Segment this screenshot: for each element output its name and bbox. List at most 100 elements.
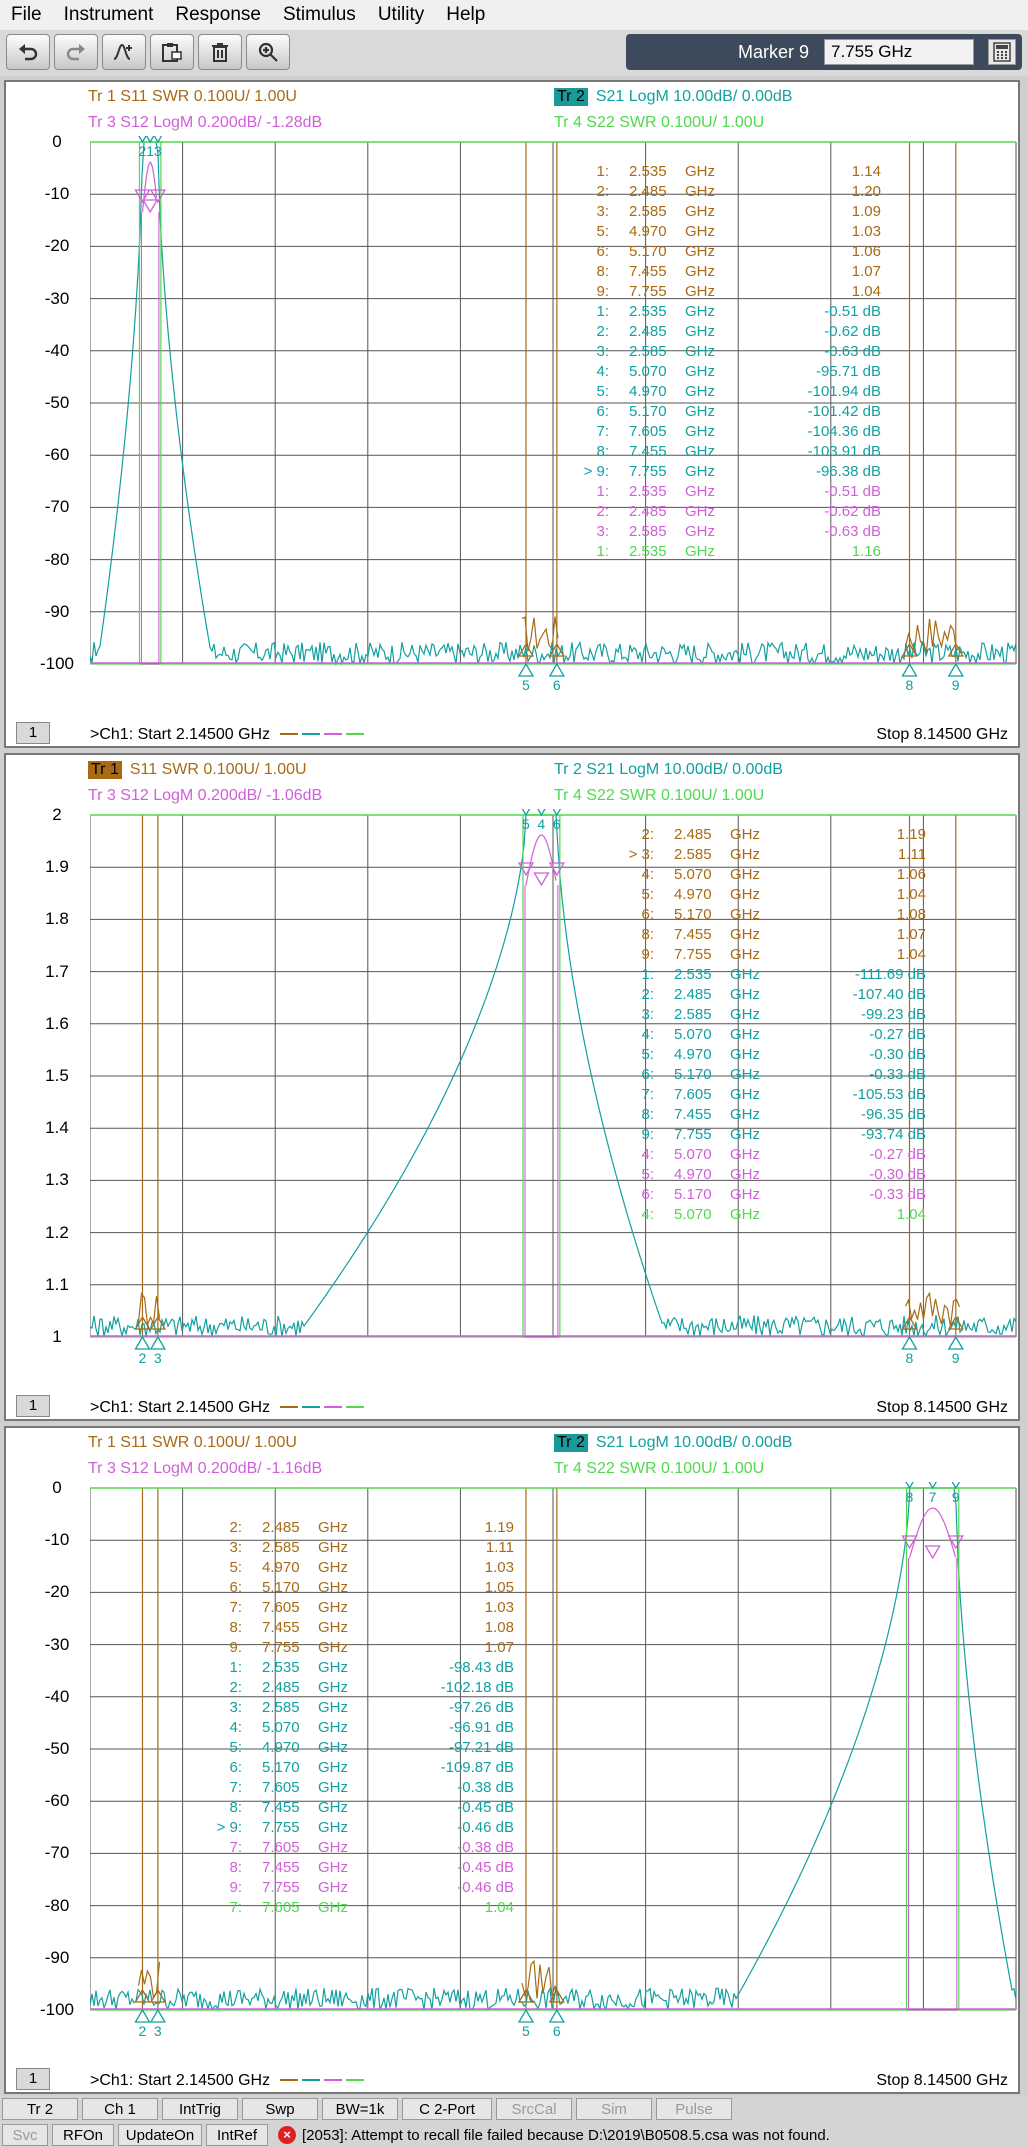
sweep-stop-label[interactable]: Stop 8.14500 GHz: [876, 1399, 1008, 1416]
marker-frequency-input[interactable]: 7.755 GHz: [824, 39, 974, 65]
marker-row[interactable]: 7: 7.605 GHz -104.36 dB: [581, 422, 911, 442]
marker-row[interactable]: 2: 2.485 GHz 1.19: [626, 825, 956, 845]
softkey-updateon[interactable]: UpdateOn: [118, 2124, 202, 2146]
marker-row[interactable]: 3: 2.585 GHz 1.11: [214, 1538, 544, 1558]
marker-row[interactable]: 5: 4.970 GHz -0.30 dB: [626, 1045, 956, 1065]
menu-file[interactable]: File: [11, 4, 42, 25]
softkey-srccal[interactable]: SrcCal: [496, 2098, 572, 2120]
softkey-bw-1k[interactable]: BW=1k: [322, 2098, 398, 2120]
marker-row[interactable]: 3: 2.585 GHz 1.09: [581, 202, 911, 222]
marker-row[interactable]: 2: 2.485 GHz -102.18 dB: [214, 1678, 544, 1698]
marker-row[interactable]: 7: 7.605 GHz -0.38 dB: [214, 1778, 544, 1798]
undo-button[interactable]: [6, 34, 50, 70]
copy-screen-button[interactable]: [150, 34, 194, 70]
marker-row[interactable]: 4: 5.070 GHz -0.27 dB: [626, 1145, 956, 1165]
marker-row[interactable]: 8: 7.455 GHz 1.08: [214, 1618, 544, 1638]
trace-4-title[interactable]: Tr 4 S22 SWR 0.100U/ 1.00U: [554, 787, 765, 804]
marker-row[interactable]: 2: 2.485 GHz -0.62 dB: [581, 322, 911, 342]
marker-row[interactable]: 5: 4.970 GHz 1.04: [626, 885, 956, 905]
calculator-button[interactable]: [988, 39, 1016, 65]
marker-row[interactable]: 8: 7.455 GHz 1.07: [581, 262, 911, 282]
marker-row[interactable]: > 3: 2.585 GHz 1.11: [626, 845, 956, 865]
trace-plot[interactable]: 8 7 9 2 3 5 6: [90, 1482, 1020, 2044]
marker-row[interactable]: 5: 4.970 GHz 1.03: [214, 1558, 544, 1578]
softkey-ch-1[interactable]: Ch 1: [82, 2098, 158, 2120]
redo-button[interactable]: [54, 34, 98, 70]
trace-1-title[interactable]: Tr 1 S11 SWR 0.100U/ 1.00U: [88, 1434, 297, 1451]
channel-number-badge[interactable]: 1: [16, 722, 50, 744]
marker-row[interactable]: 6: 5.170 GHz -0.33 dB: [626, 1185, 956, 1205]
marker-row[interactable]: 8: 7.455 GHz -0.45 dB: [214, 1858, 544, 1878]
marker-row[interactable]: 8: 7.455 GHz -103.91 dB: [581, 442, 911, 462]
zoom-button[interactable]: [246, 34, 290, 70]
marker-row[interactable]: 6: 5.170 GHz 1.08: [626, 905, 956, 925]
menu-instrument[interactable]: Instrument: [63, 4, 154, 25]
softkey-intref[interactable]: IntRef: [206, 2124, 268, 2146]
softkey-c-2-port[interactable]: C 2-Port: [402, 2098, 492, 2120]
trace-2-title[interactable]: Tr 2 S21 LogM 10.00dB/ 0.00dB: [554, 88, 792, 106]
softkey-inttrig[interactable]: IntTrig: [162, 2098, 238, 2120]
marker-row[interactable]: 3: 2.585 GHz -0.63 dB: [581, 342, 911, 362]
marker-row[interactable]: 5: 4.970 GHz -0.30 dB: [626, 1165, 956, 1185]
marker-row[interactable]: 9: 7.755 GHz 1.04: [581, 282, 911, 302]
channel-number-badge[interactable]: 1: [16, 2068, 50, 2090]
marker-row[interactable]: 4: 5.070 GHz -96.91 dB: [214, 1718, 544, 1738]
softkey-tr-2[interactable]: Tr 2: [2, 2098, 78, 2120]
marker-row[interactable]: 4: 5.070 GHz 1.06: [626, 865, 956, 885]
marker-row[interactable]: 2: 2.485 GHz -107.40 dB: [626, 985, 956, 1005]
marker-row[interactable]: 5: 4.970 GHz 1.03: [581, 222, 911, 242]
marker-row[interactable]: 3: 2.585 GHz -97.26 dB: [214, 1698, 544, 1718]
trace-window-1[interactable]: Tr 1 S11 SWR 0.100U/ 1.00U Tr 2 S21 LogM 1…: [4, 80, 1020, 748]
menu-utility[interactable]: Utility: [377, 4, 425, 25]
sweep-stop-label[interactable]: Stop 8.14500 GHz: [876, 726, 1008, 743]
marker-row[interactable]: 8: 7.455 GHz 1.07: [626, 925, 956, 945]
marker-row[interactable]: 6: 5.170 GHz -0.33 dB: [626, 1065, 956, 1085]
marker-row[interactable]: 1: 2.535 GHz -0.51 dB: [581, 482, 911, 502]
menu-stimulus[interactable]: Stimulus: [282, 4, 356, 25]
marker-row[interactable]: 4: 5.070 GHz -95.71 dB: [581, 362, 911, 382]
trace-window-3[interactable]: Tr 1 S11 SWR 0.100U/ 1.00U Tr 2 S21 LogM 1…: [4, 1426, 1020, 2094]
trace-2-title[interactable]: Tr 2 S21 LogM 10.00dB/ 0.00dB: [554, 1434, 792, 1452]
marker-row[interactable]: 9: 7.755 GHz -0.46 dB: [214, 1878, 544, 1898]
trace-window-2[interactable]: Tr 1 S11 SWR 0.100U/ 1.00U Tr 2 S21 LogM 1…: [4, 753, 1020, 1421]
softkey-rfon[interactable]: RFOn: [52, 2124, 114, 2146]
marker-row[interactable]: 9: 7.755 GHz 1.07: [214, 1638, 544, 1658]
marker-row[interactable]: 5: 4.970 GHz -97.21 dB: [214, 1738, 544, 1758]
marker-row[interactable]: 1: 2.535 GHz -98.43 dB: [214, 1658, 544, 1678]
trace-3-title[interactable]: Tr 3 S12 LogM 0.200dB/ -1.16dB: [88, 1460, 323, 1477]
trace-3-title[interactable]: Tr 3 S12 LogM 0.200dB/ -1.28dB: [88, 114, 323, 131]
softkey-sim[interactable]: Sim: [576, 2098, 652, 2120]
add-marker-button[interactable]: [102, 34, 146, 70]
sweep-start-label[interactable]: >Ch1: Start 2.14500 GHz: [90, 1399, 368, 1417]
softkey-svc[interactable]: Svc: [2, 2124, 48, 2146]
marker-row[interactable]: 6: 5.170 GHz 1.06: [581, 242, 911, 262]
marker-row[interactable]: 5: 4.970 GHz -101.94 dB: [581, 382, 911, 402]
trace-1-title[interactable]: Tr 1 S11 SWR 0.100U/ 1.00U: [88, 88, 297, 105]
marker-row[interactable]: 2: 2.485 GHz -0.62 dB: [581, 502, 911, 522]
trace-2-title[interactable]: Tr 2 S21 LogM 10.00dB/ 0.00dB: [554, 761, 783, 778]
marker-row[interactable]: 6: 5.170 GHz 1.05: [214, 1578, 544, 1598]
softkey-pulse[interactable]: Pulse: [656, 2098, 732, 2120]
softkey-swp[interactable]: Swp: [242, 2098, 318, 2120]
menu-response[interactable]: Response: [175, 4, 261, 25]
trace-2-tag[interactable]: Tr 2: [554, 1434, 588, 1452]
marker-row[interactable]: 7: 7.605 GHz -0.38 dB: [214, 1838, 544, 1858]
marker-row[interactable]: 7: 7.605 GHz -105.53 dB: [626, 1085, 956, 1105]
menu-help[interactable]: Help: [446, 4, 486, 25]
trace-2-tag[interactable]: Tr 2: [554, 88, 588, 106]
marker-row[interactable]: 4: 5.070 GHz 1.04: [626, 1205, 956, 1225]
marker-row[interactable]: 1: 2.535 GHz -0.51 dB: [581, 302, 911, 322]
marker-row[interactable]: 9: 7.755 GHz 1.04: [626, 945, 956, 965]
trace-1-tag[interactable]: Tr 1: [88, 761, 122, 779]
marker-row[interactable]: 6: 5.170 GHz -101.42 dB: [581, 402, 911, 422]
marker-row[interactable]: 9: 7.755 GHz -93.74 dB: [626, 1125, 956, 1145]
trace-plot[interactable]: 5 4 6 2 3 8 9: [90, 809, 1020, 1371]
marker-row[interactable]: 2: 2.485 GHz 1.19: [214, 1518, 544, 1538]
marker-row[interactable]: 1: 2.535 GHz 1.16: [581, 542, 911, 562]
sweep-start-label[interactable]: >Ch1: Start 2.14500 GHz: [90, 726, 368, 744]
marker-row[interactable]: > 9: 7.755 GHz -0.46 dB: [214, 1818, 544, 1838]
marker-row[interactable]: 3: 2.585 GHz -0.63 dB: [581, 522, 911, 542]
marker-row[interactable]: 3: 2.585 GHz -99.23 dB: [626, 1005, 956, 1025]
channel-number-badge[interactable]: 1: [16, 1395, 50, 1417]
trace-3-title[interactable]: Tr 3 S12 LogM 0.200dB/ -1.06dB: [88, 787, 323, 804]
